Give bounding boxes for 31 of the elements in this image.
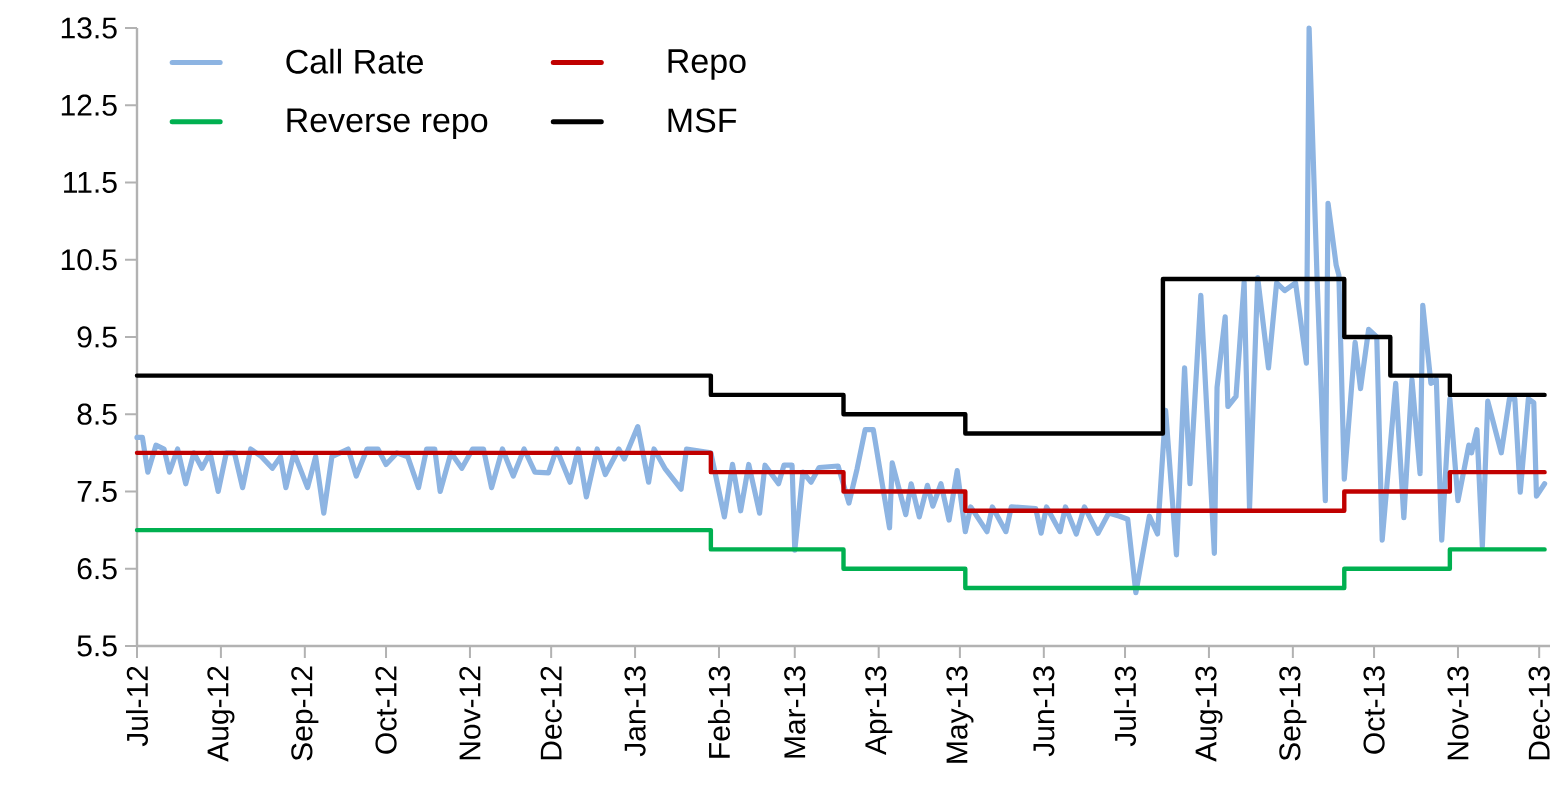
- y-tick-label: 12.5: [61, 94, 117, 116]
- x-tick-label: Apr-13: [865, 666, 893, 756]
- x-tick-label: Aug-13: [1195, 666, 1223, 762]
- x-tick-label: Dec-13: [1528, 666, 1550, 760]
- x-tick-label: Nov-13: [1447, 666, 1469, 760]
- x-tick-label: Mar-13: [784, 666, 806, 758]
- x-tick-label: Jan-13: [624, 666, 646, 757]
- y-tick-label: 10.5: [61, 249, 117, 271]
- x-tick-label: Jul-12: [125, 666, 149, 747]
- x-tick-label: Sep-12: [291, 666, 319, 761]
- legend-label: MSF: [668, 108, 737, 133]
- x-tick-label: Nov-12: [459, 666, 481, 760]
- x-tick-label: May-13: [946, 666, 974, 763]
- y-tick-label: 11.5: [64, 172, 117, 193]
- y-tick-label: 6.5: [77, 558, 117, 580]
- x-tick-label: Oct-13: [1363, 666, 1385, 754]
- legend-label: Reverse repo: [287, 108, 488, 140]
- y-tick-label: 7.5: [77, 481, 117, 502]
- legend-label: Call Rate: [286, 48, 423, 74]
- y-tick-label: 5.5: [77, 635, 117, 657]
- y-tick-label: 8.5: [77, 403, 117, 425]
- x-tick-label: Feb-13: [707, 666, 730, 758]
- x-tick-label: Oct-12: [375, 666, 397, 754]
- x-tick-label: Jun-13: [1033, 666, 1055, 757]
- x-tick-label: Jul-13: [1114, 666, 1137, 747]
- x-tick-label: Aug-12: [207, 666, 235, 762]
- y-tick-label: 9.5: [77, 326, 117, 348]
- x-tick-label: Dec-12: [540, 666, 562, 760]
- x-tick-label: Sep-13: [1279, 666, 1307, 761]
- y-tick-label: 13.5: [61, 17, 117, 39]
- legend-label: Repo: [668, 49, 746, 80]
